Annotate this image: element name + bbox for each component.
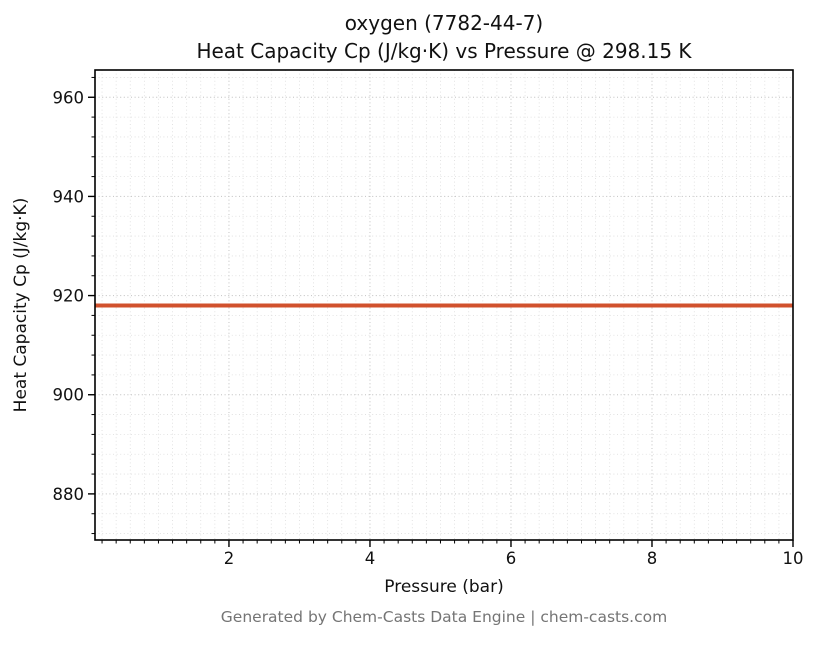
x-axis-label: Pressure (bar) xyxy=(384,577,503,597)
plot-border xyxy=(94,69,794,541)
y-axis-label: Heat Capacity Cp (J/kg·K) xyxy=(11,198,31,413)
footer-credit: Generated by Chem-Casts Data Engine | ch… xyxy=(221,608,667,626)
x-tick-label: 4 xyxy=(365,549,376,568)
y-tick-label: 940 xyxy=(53,187,85,206)
x-tick-label: 6 xyxy=(506,549,517,568)
chart-title-line-1: oxygen (7782-44-7) xyxy=(345,11,543,35)
x-tick-label: 8 xyxy=(647,549,658,568)
y-tick-label: 880 xyxy=(53,485,85,504)
chart-title-line-2: Heat Capacity Cp (J/kg·K) vs Pressure @ … xyxy=(196,39,692,63)
y-tick-label: 900 xyxy=(53,386,85,405)
chart-plot-area: 2 4 6 8 10 880 900 920 940 960 xyxy=(53,69,804,568)
y-tick-label: 920 xyxy=(53,287,85,306)
y-tick-label: 960 xyxy=(53,88,85,107)
x-tick-label: 2 xyxy=(224,549,235,568)
x-tick-label: 10 xyxy=(783,549,804,568)
